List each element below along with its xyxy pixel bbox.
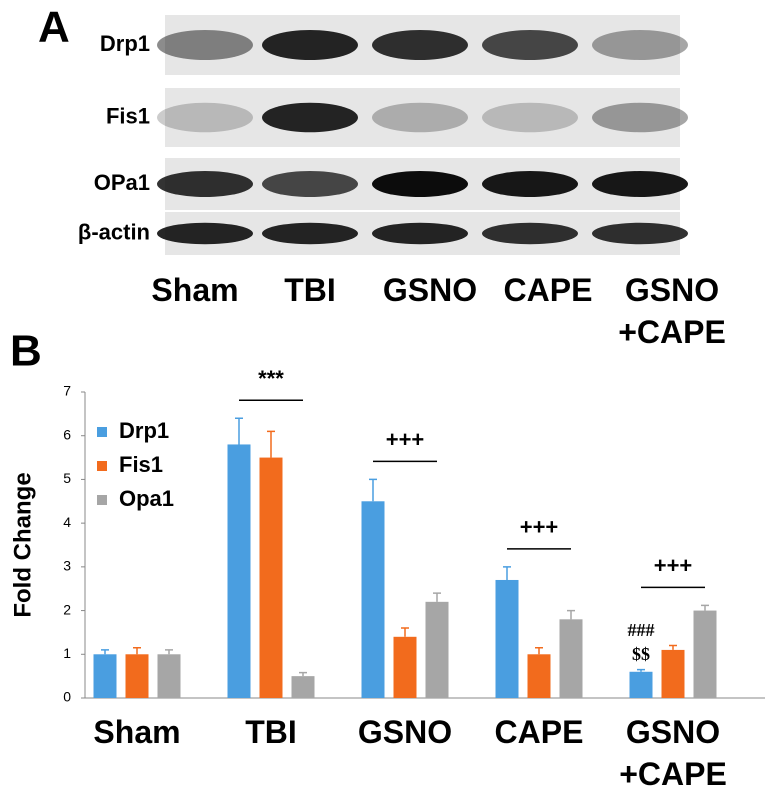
bar-annotation: ### bbox=[628, 620, 655, 640]
significance-label: +++ bbox=[520, 515, 559, 540]
error-bar bbox=[133, 646, 141, 655]
blot-band bbox=[372, 222, 468, 245]
lane-label: GSNO +CAPE bbox=[618, 272, 726, 350]
blot-band bbox=[592, 102, 688, 133]
x-tick-label: GSNO +CAPE bbox=[619, 714, 727, 792]
blot-band bbox=[262, 222, 358, 245]
bar-annotation: $$ bbox=[632, 644, 650, 664]
error-bar bbox=[235, 417, 243, 445]
bar bbox=[661, 649, 685, 698]
blot-row-label: Drp1 bbox=[100, 31, 150, 56]
lane-label: Sham bbox=[151, 272, 239, 308]
blot-band bbox=[482, 171, 578, 197]
error-bar bbox=[401, 627, 409, 637]
blot-band bbox=[482, 222, 578, 245]
blot-band bbox=[157, 222, 253, 245]
bar bbox=[157, 654, 181, 698]
y-tick-label: 0 bbox=[63, 689, 71, 705]
blot-band bbox=[482, 30, 578, 60]
blot-band bbox=[262, 171, 358, 197]
blot-band bbox=[592, 171, 688, 197]
blot-band bbox=[592, 222, 688, 245]
bar bbox=[259, 457, 283, 698]
bar bbox=[527, 654, 551, 698]
error-bar bbox=[369, 478, 377, 502]
error-bar bbox=[701, 604, 709, 611]
blot-row-label: OPa1 bbox=[94, 170, 150, 195]
error-bar bbox=[669, 644, 677, 650]
lane-label: GSNO bbox=[382, 272, 478, 308]
bar bbox=[227, 444, 251, 698]
bar bbox=[425, 601, 449, 698]
bar bbox=[125, 654, 149, 698]
lane-label: TBI bbox=[284, 272, 336, 308]
blot-band bbox=[592, 30, 688, 60]
x-tick-label: GSNO bbox=[357, 714, 453, 750]
panel-label: A bbox=[38, 3, 70, 52]
x-tick-label: Sham bbox=[93, 714, 181, 750]
blot-row-label: β-actin bbox=[78, 219, 150, 244]
y-tick-label: 5 bbox=[63, 470, 71, 486]
error-bar bbox=[503, 566, 511, 580]
y-tick-label: 4 bbox=[63, 514, 71, 530]
bar bbox=[93, 654, 117, 698]
legend-swatch bbox=[97, 427, 107, 437]
blot-band bbox=[372, 30, 468, 60]
significance-label: *** bbox=[258, 366, 284, 391]
blot-band bbox=[157, 102, 253, 133]
legend-label: Drp1 bbox=[119, 418, 169, 443]
bar bbox=[495, 579, 519, 698]
bar bbox=[629, 671, 653, 698]
blot-band bbox=[157, 30, 253, 60]
panel-label: B bbox=[10, 327, 42, 376]
error-bar bbox=[433, 592, 441, 602]
legend-label: Fis1 bbox=[119, 452, 163, 477]
blot-band bbox=[262, 102, 358, 133]
x-tick-label: TBI bbox=[245, 714, 297, 750]
error-bar bbox=[267, 430, 275, 458]
y-tick-label: 1 bbox=[63, 645, 71, 661]
y-axis-label: Fold Change bbox=[9, 472, 36, 617]
y-tick-label: 6 bbox=[63, 426, 71, 442]
bar bbox=[693, 610, 717, 698]
legend-swatch bbox=[97, 495, 107, 505]
significance-label: +++ bbox=[654, 553, 693, 578]
y-tick-label: 7 bbox=[63, 383, 71, 399]
bar bbox=[559, 619, 583, 698]
error-bar bbox=[101, 649, 109, 655]
y-tick-label: 3 bbox=[63, 558, 71, 574]
error-bar bbox=[535, 646, 543, 655]
x-tick-label: CAPE bbox=[494, 714, 584, 750]
lane-label: CAPE bbox=[503, 272, 593, 308]
bar bbox=[361, 501, 385, 698]
error-bar bbox=[165, 649, 173, 655]
blot-row-label: Fis1 bbox=[106, 103, 150, 128]
bar bbox=[393, 636, 417, 698]
blot-band bbox=[372, 102, 468, 133]
y-tick-label: 2 bbox=[63, 601, 71, 617]
legend-label: Opa1 bbox=[119, 486, 174, 511]
error-bar bbox=[299, 671, 307, 677]
significance-label: +++ bbox=[386, 427, 425, 452]
blot-band bbox=[262, 30, 358, 60]
error-bar bbox=[637, 668, 645, 672]
blot-band bbox=[157, 171, 253, 197]
blot-strip bbox=[165, 88, 680, 147]
blot-band bbox=[372, 171, 468, 197]
legend-swatch bbox=[97, 461, 107, 471]
blot-band bbox=[482, 102, 578, 133]
error-bar bbox=[567, 609, 575, 620]
bar bbox=[291, 676, 315, 698]
